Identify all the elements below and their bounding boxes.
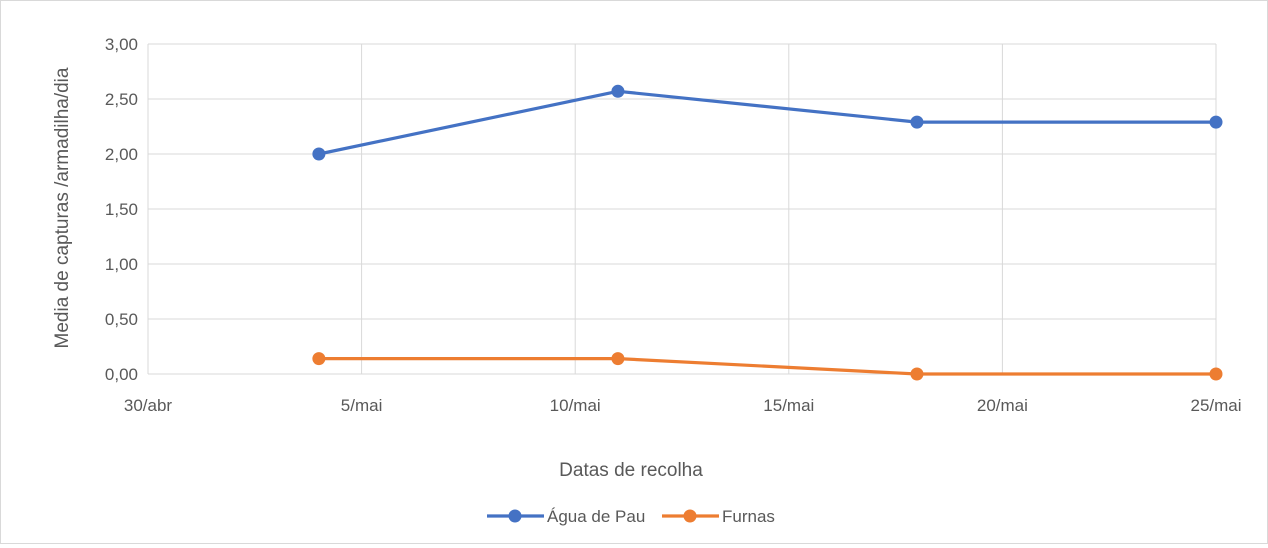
legend-label: Água de Pau <box>547 507 645 526</box>
data-point <box>312 352 326 366</box>
x-axis-label: Datas de recolha <box>559 460 703 481</box>
y-axis-label: Media de capturas /armadilha/dia <box>52 67 73 348</box>
y-tick-label: 2,50 <box>105 90 138 109</box>
data-point <box>1209 115 1223 129</box>
x-tick-label: 20/mai <box>977 396 1028 415</box>
data-point <box>611 352 625 366</box>
x-tick-label: 15/mai <box>763 396 814 415</box>
series-layer <box>312 84 1223 381</box>
tick-layer: 0,00 0,50 1,00 1,50 2,00 2,50 3,00 30/abr 5/mai 1… <box>105 35 1242 415</box>
data-point <box>1209 367 1223 381</box>
y-tick-label: 0,50 <box>105 310 138 329</box>
legend: Água de Pau Furnas <box>487 507 775 526</box>
y-tick-label: 1,50 <box>105 200 138 219</box>
y-tick-label: 0,00 <box>105 365 138 384</box>
y-tick-label: 1,00 <box>105 255 138 274</box>
y-tick-label: 3,00 <box>105 35 138 54</box>
x-tick-label: 10/mai <box>550 396 601 415</box>
series-line <box>318 89 1216 156</box>
legend-label: Furnas <box>722 507 775 526</box>
data-point <box>312 147 326 161</box>
x-tick-label: 30/abr <box>124 396 173 415</box>
y-tick-label: 2,00 <box>105 145 138 164</box>
data-point <box>611 84 625 98</box>
data-point <box>910 367 924 381</box>
legend-marker <box>683 509 697 523</box>
legend-marker <box>508 509 522 523</box>
grid-layer <box>147 43 1217 375</box>
x-tick-label: 5/mai <box>341 396 383 415</box>
x-tick-label: 25/mai <box>1190 396 1241 415</box>
series-line <box>318 357 1216 376</box>
data-point <box>910 115 924 129</box>
